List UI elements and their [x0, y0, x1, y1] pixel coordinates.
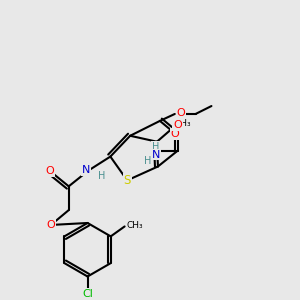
Text: H: H	[144, 155, 152, 166]
Text: S: S	[124, 174, 131, 187]
Text: O: O	[177, 108, 185, 118]
Text: H: H	[152, 142, 160, 152]
Text: N: N	[82, 166, 91, 176]
Text: O: O	[170, 129, 179, 139]
Text: O: O	[173, 120, 182, 130]
Text: CH₃: CH₃	[175, 119, 191, 128]
Text: N: N	[152, 150, 160, 160]
Text: O: O	[46, 167, 54, 176]
Text: O: O	[46, 220, 55, 230]
Text: Cl: Cl	[82, 289, 93, 299]
Text: H: H	[98, 171, 106, 182]
Text: CH₃: CH₃	[127, 221, 143, 230]
